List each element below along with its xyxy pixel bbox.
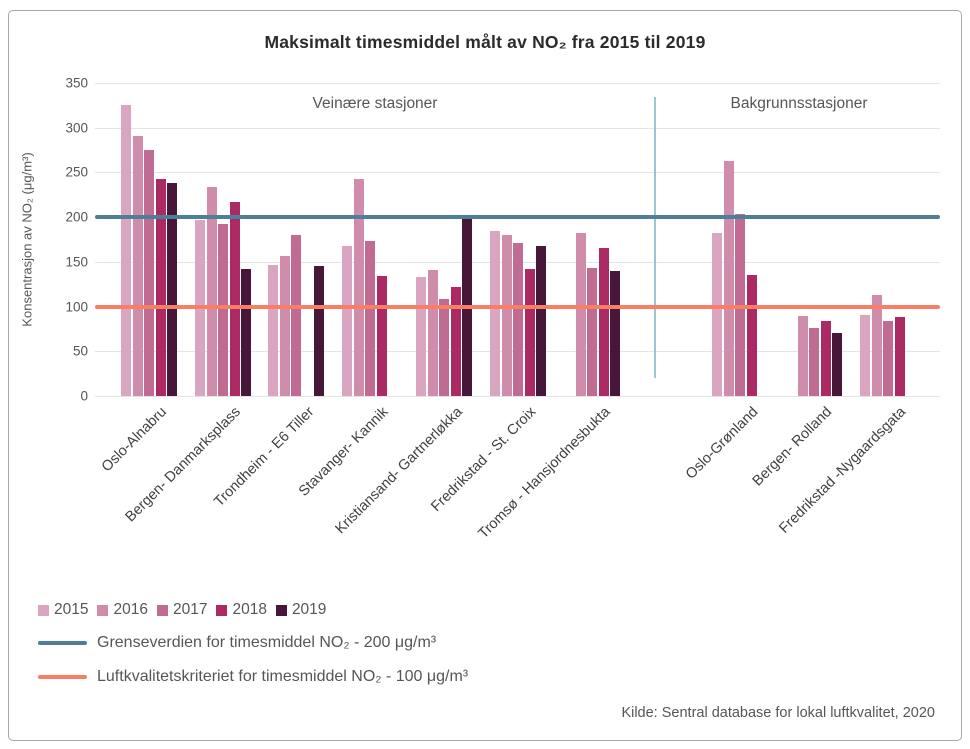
gridline-350 [95, 83, 940, 84]
bar-Bergen- Rolland-2016 [797, 316, 808, 396]
bar-Trondheim - E6 Tiller-2019 [314, 266, 324, 396]
y-axis-title: Konsentrasjon av NO₂ (μg/m³) [19, 152, 35, 327]
y-tick-150: 150 [65, 254, 88, 270]
y-tick-0: 0 [80, 388, 88, 404]
ref-legend-criterion: Luftkvalitetskriteriet for timesmiddel N… [38, 668, 468, 686]
bar-Tromsø - Hansjordnesbukta-2019 [610, 270, 620, 396]
bar-Fredrikstad - St. Croix-2016 [501, 235, 512, 396]
bar-Stavanger- Kannik-2017 [365, 241, 375, 396]
x-label-Oslo-Grønland: Oslo-Grønland [682, 404, 762, 483]
legend-year-2017: 2017 [156, 601, 208, 619]
criterion-line-label: Luftkvalitetskriteriet for timesmiddel N… [97, 668, 469, 685]
bar-Trondheim - E6 Tiller-2016 [279, 255, 290, 396]
legend-year-label: 2016 [113, 601, 148, 618]
bar-Bergen- Danmarksplass-2016 [206, 186, 217, 396]
gridline-250 [95, 172, 940, 174]
legend-swatch-2018 [216, 604, 228, 616]
bar-Fredrikstad -Nygaardsgata-2018 [894, 317, 905, 396]
bar-Fredrikstad - St. Croix-2015 [490, 231, 500, 396]
x-label-Bergen- Rolland: Bergen- Rolland [749, 404, 836, 490]
bar-Oslo-Alnabru-2018 [155, 178, 166, 396]
bar-Fredrikstad - St. Croix-2017 [513, 243, 523, 396]
gridline-300 [95, 127, 940, 129]
gridline-0 [95, 396, 940, 397]
bar-Trondheim - E6 Tiller-2015 [268, 264, 278, 396]
legend-year-label: 2015 [54, 601, 89, 618]
y-tick-250: 250 [65, 164, 88, 180]
y-tick-350: 350 [65, 75, 88, 91]
bar-Bergen- Danmarksplass-2018 [229, 201, 240, 396]
legend-year-label: 2019 [291, 601, 327, 618]
x-label-Fredrikstad -Nygaardsgata: Fredrikstad -Nygaardsgata [776, 404, 910, 537]
bar-Oslo-Grønland-2015 [712, 233, 722, 396]
bar-Bergen- Danmarksplass-2017 [218, 224, 228, 396]
refline-200 [95, 215, 940, 220]
legend-swatch-2017 [156, 604, 168, 616]
bar-Kristiansand- Gartnerløkka-2016 [427, 269, 438, 396]
year-legend: 2015 2016 2017 2018 2019 [38, 601, 335, 619]
legend-swatch-2015 [38, 604, 49, 616]
criterion-line-swatch [38, 675, 87, 679]
bar-Oslo-Grønland-2018 [746, 275, 757, 396]
bar-Kristiansand- Gartnerløkka-2018 [450, 286, 461, 396]
bar-Stavanger- Kannik-2015 [342, 245, 352, 396]
ref-legend-limit: Grenseverdien for timesmiddel NO₂ - 200 … [38, 634, 436, 652]
section-divider [654, 97, 656, 378]
bar-Fredrikstad - St. Croix-2019 [536, 245, 546, 396]
legend-swatch-2016 [97, 604, 109, 616]
legend-year-label: 2017 [172, 601, 208, 618]
legend-year-2019: 2019 [275, 601, 327, 619]
legend-year-2015: 2015 [38, 601, 88, 619]
bar-Stavanger- Kannik-2016 [353, 178, 364, 396]
limit-line-swatch [38, 641, 87, 645]
x-label-Kristiansand- Gartnerløkka: Kristiansand- Gartnerløkka [332, 404, 466, 538]
bar-Oslo-Alnabru-2016 [132, 135, 143, 396]
chart-title: Maksimalt timesmiddel målt av NO₂ fra 20… [264, 32, 706, 52]
bar-Trondheim - E6 Tiller-2017 [291, 235, 301, 396]
y-tick-50: 50 [72, 343, 88, 359]
source-credit: Kilde: Sentral database for lokal luftkv… [621, 705, 935, 721]
bar-Stavanger- Kannik-2018 [376, 276, 387, 396]
bar-Kristiansand- Gartnerløkka-2015 [416, 277, 426, 396]
limit-line-label: Grenseverdien for timesmiddel NO₂ - 200 … [97, 634, 437, 651]
bar-Oslo-Grønland-2016 [723, 160, 734, 396]
y-tick-100: 100 [65, 299, 88, 315]
y-tick-300: 300 [65, 120, 88, 136]
bar-Tromsø - Hansjordnesbukta-2016 [575, 233, 586, 396]
bar-Tromsø - Hansjordnesbukta-2018 [598, 247, 609, 396]
bar-Kristiansand- Gartnerløkka-2017 [439, 298, 449, 396]
bar-Tromsø - Hansjordnesbukta-2017 [587, 268, 597, 396]
legend-year-2016: 2016 [97, 601, 148, 619]
legend-year-2018: 2018 [216, 601, 267, 619]
legend-year-label: 2018 [232, 601, 267, 618]
x-label-Oslo-Alnabru: Oslo-Alnabru [99, 404, 171, 476]
bar-Fredrikstad -Nygaardsgata-2017 [883, 320, 893, 396]
bar-Fredrikstad -Nygaardsgata-2016 [871, 294, 882, 396]
bar-Fredrikstad -Nygaardsgata-2015 [860, 314, 870, 396]
bar-Bergen- Rolland-2018 [820, 320, 831, 396]
refline-100 [95, 304, 940, 309]
bar-Bergen- Rolland-2019 [832, 333, 842, 396]
bar-Oslo-Alnabru-2019 [167, 183, 177, 396]
bar-Bergen- Danmarksplass-2019 [241, 269, 251, 396]
x-label-Tromsø - Hansjordnesbukta: Tromsø - Hansjordnesbukta [475, 404, 614, 543]
bar-Oslo-Alnabru-2015 [121, 105, 131, 396]
legend-swatch-2019 [275, 604, 287, 616]
y-tick-200: 200 [65, 209, 88, 225]
section-label-veinaere: Veinære stasjoner [312, 95, 438, 112]
bar-Fredrikstad - St. Croix-2018 [524, 269, 535, 396]
bar-Oslo-Alnabru-2017 [144, 150, 154, 396]
section-label-bakgrunn: Bakgrunnsstasjoner [730, 95, 868, 112]
bar-Bergen- Rolland-2017 [809, 328, 819, 396]
